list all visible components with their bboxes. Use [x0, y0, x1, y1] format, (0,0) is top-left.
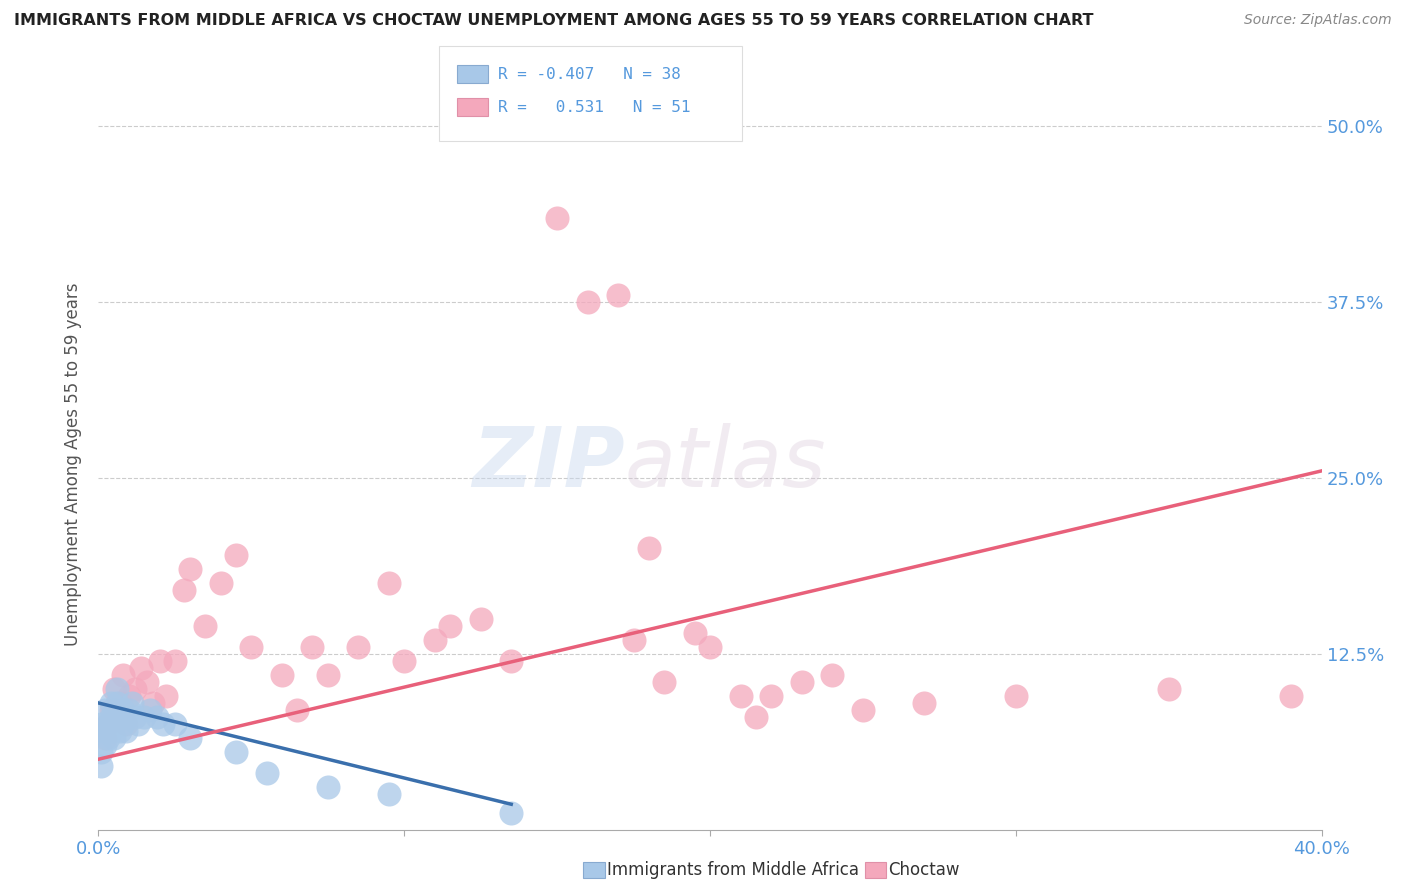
Point [118, 689, 141, 703]
Point [285, 703, 308, 717]
Text: Source: ZipAtlas.com: Source: ZipAtlas.com [1244, 13, 1392, 28]
Y-axis label: Unemployment Among Ages 55 to 59 years: Unemployment Among Ages 55 to 59 years [65, 282, 83, 646]
Text: atlas: atlas [624, 424, 827, 504]
Point [501, 654, 523, 668]
Point [378, 576, 401, 591]
Text: IMMIGRANTS FROM MIDDLE AFRICA VS CHOCTAW UNEMPLOYMENT AMONG AGES 55 TO 59 YEARS : IMMIGRANTS FROM MIDDLE AFRICA VS CHOCTAW… [14, 13, 1094, 29]
Point [108, 696, 131, 710]
Point [139, 703, 162, 717]
Point [103, 731, 125, 746]
Point [136, 674, 159, 689]
Text: Immigrants from Middle Africa: Immigrants from Middle Africa [607, 861, 859, 879]
Point [301, 640, 323, 654]
Point [105, 710, 128, 724]
Point [745, 710, 768, 724]
Point [1157, 681, 1180, 696]
Point [392, 654, 416, 668]
Point [127, 717, 149, 731]
Point [637, 541, 661, 556]
Point [129, 661, 152, 675]
Point [209, 576, 232, 591]
Point [470, 611, 492, 625]
Point [100, 696, 122, 710]
Point [90, 759, 112, 773]
Text: R =   0.531   N = 51: R = 0.531 N = 51 [498, 100, 690, 114]
Point [115, 724, 138, 739]
Point [439, 618, 461, 632]
Point [683, 625, 706, 640]
Point [90, 717, 112, 731]
Point [105, 681, 128, 696]
Point [270, 668, 292, 682]
Point [90, 745, 112, 759]
Point [316, 780, 339, 795]
Point [316, 668, 339, 682]
Text: ZIP: ZIP [472, 424, 624, 504]
Point [100, 710, 122, 724]
Point [134, 710, 156, 724]
Point [155, 689, 177, 703]
Point [97, 724, 120, 739]
Point [100, 724, 122, 739]
Point [115, 717, 138, 731]
Point [124, 681, 146, 696]
Point [97, 731, 120, 746]
Point [699, 640, 721, 654]
Point [97, 717, 120, 731]
Point [173, 583, 195, 598]
Point [105, 696, 128, 710]
Point [225, 745, 247, 759]
Point [1004, 689, 1026, 703]
Point [179, 731, 201, 746]
Point [100, 703, 122, 717]
Point [790, 674, 813, 689]
Text: R = -0.407   N = 38: R = -0.407 N = 38 [498, 67, 681, 81]
Point [111, 703, 134, 717]
Point [145, 710, 167, 724]
Point [576, 295, 599, 310]
Point [93, 724, 115, 739]
Point [163, 717, 186, 731]
Point [149, 654, 172, 668]
Point [912, 696, 935, 710]
Point [730, 689, 752, 703]
Point [111, 717, 134, 731]
Point [93, 731, 115, 746]
Point [378, 788, 401, 802]
Point [103, 717, 125, 731]
Point [240, 640, 263, 654]
Point [179, 562, 201, 576]
Point [93, 738, 115, 752]
Point [821, 668, 844, 682]
Point [108, 724, 131, 739]
Point [423, 632, 446, 647]
Point [121, 696, 143, 710]
Point [103, 681, 125, 696]
Point [124, 710, 146, 724]
Point [118, 703, 141, 717]
Point [93, 703, 115, 717]
Point [256, 766, 278, 780]
Text: Choctaw: Choctaw [889, 861, 960, 879]
Point [852, 703, 875, 717]
Point [163, 654, 186, 668]
Point [623, 632, 645, 647]
Point [194, 618, 217, 632]
Point [1279, 689, 1302, 703]
Point [115, 710, 138, 724]
Point [108, 710, 131, 724]
Point [103, 703, 125, 717]
Point [97, 717, 120, 731]
Point [652, 674, 675, 689]
Point [142, 696, 165, 710]
Point [546, 211, 568, 225]
Point [152, 717, 174, 731]
Point [111, 668, 134, 682]
Point [607, 288, 630, 302]
Point [759, 689, 782, 703]
Point [225, 548, 247, 563]
Point [347, 640, 370, 654]
Point [501, 805, 523, 820]
